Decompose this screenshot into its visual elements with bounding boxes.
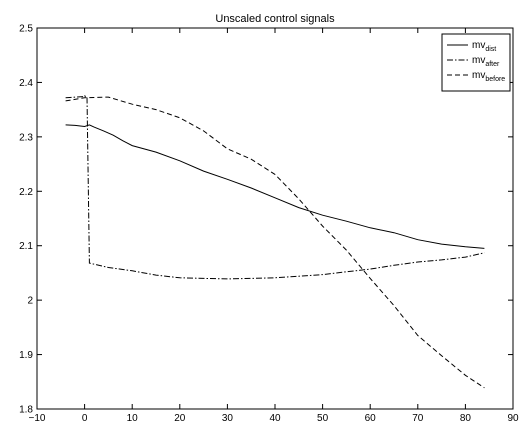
x-tick-label: 20 <box>174 413 186 424</box>
chart-title: Unscaled control signals <box>215 13 335 25</box>
x-tick-label: 70 <box>412 413 424 424</box>
y-tick-label: 2.3 <box>19 132 33 143</box>
legend-label-dist: mvdist <box>472 40 496 53</box>
y-tick-label: 1.9 <box>19 350 33 361</box>
legend-box <box>441 33 511 92</box>
x-tick-label: 10 <box>127 413 139 424</box>
y-tick-label: 2.2 <box>19 187 33 198</box>
plot-area <box>36 27 514 410</box>
y-tick-label: 2.5 <box>19 24 33 35</box>
y-tick-label: 1.8 <box>19 405 33 416</box>
x-tick-label: 60 <box>365 413 377 424</box>
x-tick-label: −10 <box>29 413 46 424</box>
legend-label-after: mvafter <box>472 55 500 68</box>
x-tick-label: 80 <box>460 413 472 424</box>
legend: mvdist mvafter mvbefore <box>441 33 511 92</box>
series-line-after <box>65 95 485 280</box>
legend-label-before: mvbefore <box>472 70 505 83</box>
x-tick-label: 50 <box>317 413 329 424</box>
series-line-dist <box>65 124 485 249</box>
x-tick-label: 40 <box>269 413 281 424</box>
x-tick-label: 90 <box>507 413 519 424</box>
axis-ticks: −10 0 10 20 30 40 50 60 70 80 90 1.8 1.9 2 2.1 2.2 2.3 2.… <box>19 24 519 425</box>
y-tick-label: 2.4 <box>19 78 33 89</box>
y-tick-label: 2.1 <box>19 241 33 252</box>
x-tick-label: 0 <box>82 413 88 424</box>
x-tick-label: 30 <box>222 413 234 424</box>
y-tick-label: 2 <box>27 296 33 307</box>
series-layer <box>65 95 485 389</box>
series-line-before <box>65 96 485 389</box>
